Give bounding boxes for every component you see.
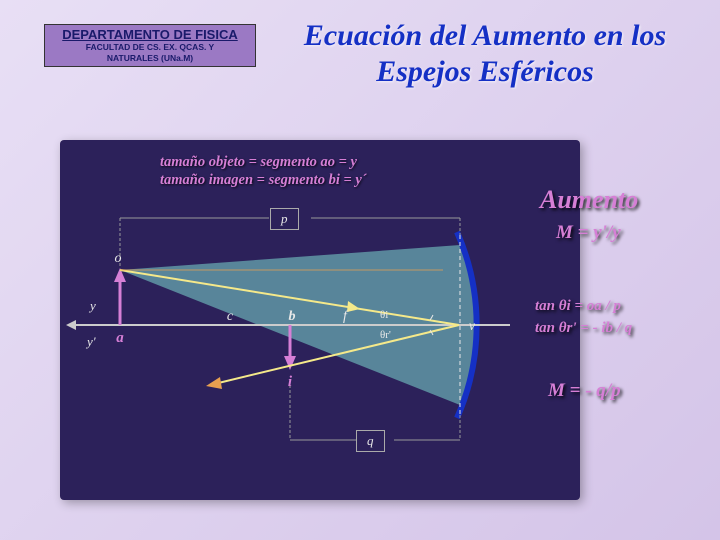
dept-title: DEPARTAMENTO DE FISICA bbox=[49, 27, 251, 42]
label-yp: y' bbox=[85, 334, 96, 349]
label-y: y bbox=[88, 298, 96, 313]
formula-magnification: M = y'/y bbox=[556, 222, 621, 244]
aumento-heading: Aumento bbox=[540, 185, 638, 215]
formula-tan-r: tan θr' = - ib / q bbox=[535, 320, 632, 337]
diagram-panel: tamaño objeto = segmento ao = y tamaño i… bbox=[60, 140, 580, 500]
slide-title: Ecuación del Aumento en los Espejos Esfé… bbox=[280, 18, 690, 90]
dept-sub-1: FACULTAD DE CS. EX. QCAS. Y bbox=[49, 42, 251, 53]
dept-sub-2: NATURALES (UNa.M) bbox=[49, 53, 251, 64]
image-arrow-head bbox=[284, 356, 296, 370]
label-theta-i: θi bbox=[380, 309, 388, 321]
label-a: a bbox=[116, 330, 124, 346]
label-v: v bbox=[469, 319, 476, 334]
ray-reflected-arrow bbox=[206, 377, 222, 389]
axis-arrow-left bbox=[66, 320, 76, 330]
label-theta-r: θr' bbox=[380, 329, 391, 341]
label-o: o bbox=[115, 251, 122, 266]
label-i: i bbox=[288, 374, 293, 390]
mirror-diagram: o a c b f v i y y' θi θr' bbox=[60, 140, 580, 500]
formula-tan-i: tan θi = oa / p bbox=[535, 298, 621, 315]
q-dimension-box: q bbox=[356, 430, 385, 452]
formula-m-pq: M = - q/p bbox=[548, 380, 621, 402]
label-c: c bbox=[227, 309, 234, 324]
department-badge: DEPARTAMENTO DE FISICA FACULTAD DE CS. E… bbox=[44, 24, 256, 67]
p-dimension-box: p bbox=[270, 208, 299, 230]
label-b: b bbox=[289, 309, 296, 324]
